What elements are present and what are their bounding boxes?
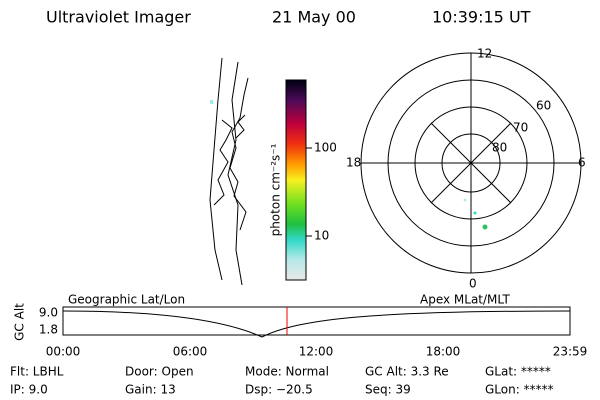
status-field: Mode: Normal bbox=[245, 365, 329, 379]
x-tick-label: 18:00 bbox=[426, 345, 461, 359]
x-tick-label: 12:00 bbox=[299, 345, 334, 359]
status-field: IP: 9.0 bbox=[10, 383, 48, 397]
status-field: Gain: 13 bbox=[125, 383, 176, 397]
x-tick-label: 23:59 bbox=[553, 345, 588, 359]
colorbar-label: photon cm⁻²s⁻¹ bbox=[269, 143, 283, 236]
status-field: Seq: 39 bbox=[365, 383, 411, 397]
timeline-box bbox=[62, 306, 571, 336]
y-tick-label: 9.0 bbox=[39, 306, 58, 320]
emission bbox=[482, 224, 488, 230]
map-label: Apex MLat/MLT bbox=[420, 293, 510, 307]
mlt-label: 18 bbox=[346, 156, 361, 170]
mlt-label: 6 bbox=[578, 156, 586, 170]
status-field: Door: Open bbox=[125, 365, 194, 379]
lat-label: 70 bbox=[513, 121, 528, 135]
colorbar-tick: 100 bbox=[314, 141, 337, 155]
map-outline bbox=[209, 57, 249, 286]
status-field: Flt: LBHL bbox=[10, 365, 64, 379]
polar-grid bbox=[360, 52, 582, 274]
colorbar bbox=[285, 79, 307, 281]
x-tick-label: 00:00 bbox=[46, 345, 81, 359]
status-field: Dsp: −20.5 bbox=[245, 383, 313, 397]
date: 21 May 00 bbox=[272, 8, 356, 27]
emission bbox=[463, 198, 467, 202]
lat-label: 60 bbox=[536, 99, 551, 113]
dot bbox=[210, 100, 213, 104]
map-label: Geographic Lat/Lon bbox=[68, 293, 185, 307]
status-field: GLon: ***** bbox=[485, 383, 554, 397]
title: Ultraviolet Imager bbox=[46, 8, 191, 27]
mlt-label: 12 bbox=[477, 47, 492, 61]
status-field: GC Alt: 3.3 Re bbox=[365, 365, 449, 379]
x-tick-label: 06:00 bbox=[173, 345, 208, 359]
colorbar-tick: 10 bbox=[314, 229, 329, 243]
status-field: GLat: ***** bbox=[485, 365, 551, 379]
time: 10:39:15 UT bbox=[432, 8, 531, 27]
timeline-ylabel: GC Alt bbox=[13, 303, 27, 341]
mlt-label: 0 bbox=[469, 277, 477, 291]
emission bbox=[473, 211, 477, 215]
altitude-curve bbox=[62, 310, 571, 338]
y-tick-label: 1.8 bbox=[39, 323, 58, 337]
lat-label: 80 bbox=[492, 141, 507, 155]
